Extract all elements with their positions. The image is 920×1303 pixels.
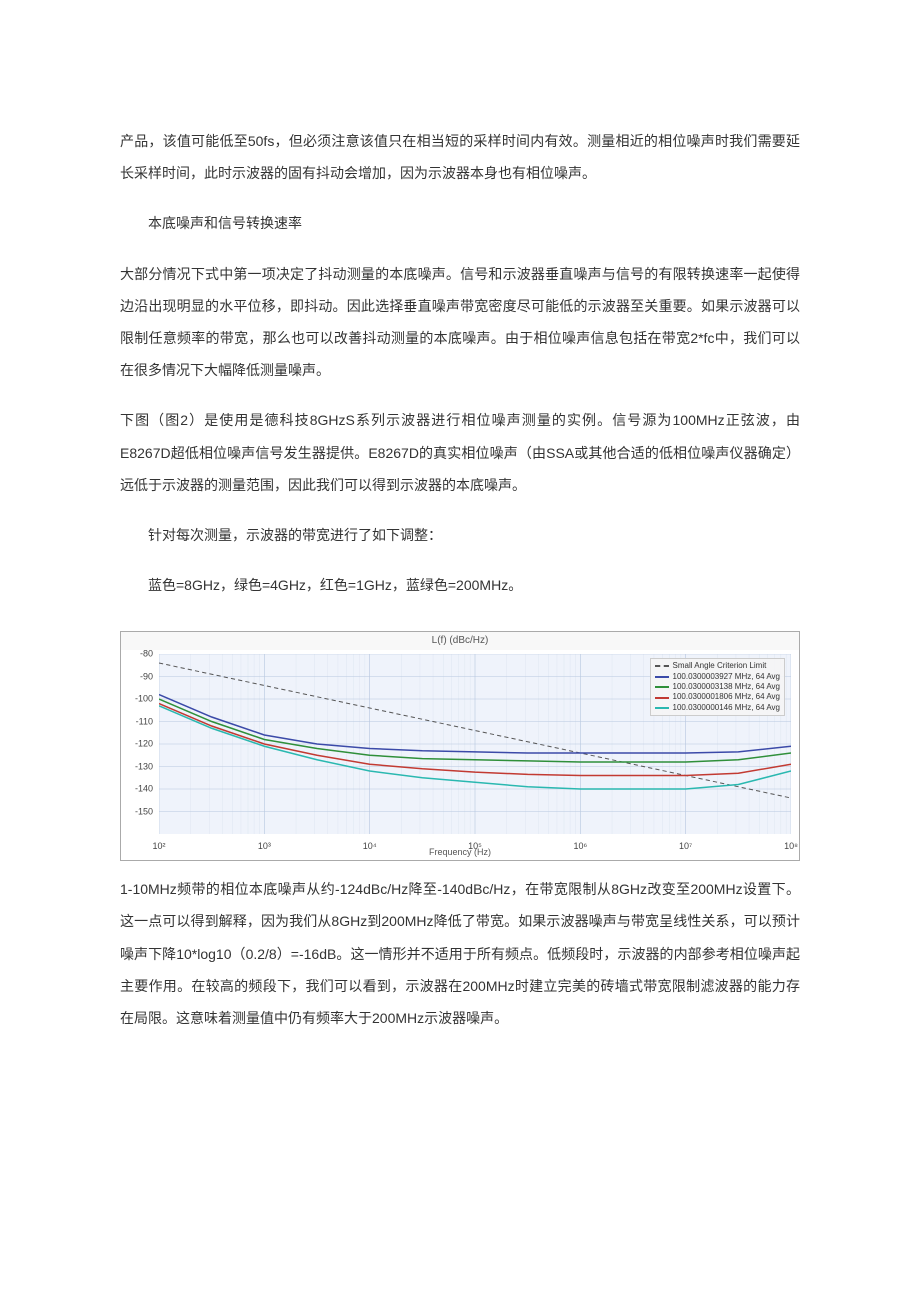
chart-plot-area: Small Angle Criterion Limit100.030000392… bbox=[159, 654, 791, 834]
paragraph-5: 针对每次测量，示波器的带宽进行了如下调整： bbox=[120, 519, 800, 551]
phase-noise-chart: L(f) (dBc/Hz) -80-90 -100-110 -120-130 -140… bbox=[120, 631, 800, 861]
y-tick-label: -150 bbox=[135, 801, 153, 822]
x-tick-label: 10⁴ bbox=[363, 836, 377, 857]
paragraph-7: 1-10MHz频带的相位本底噪声从约-124dBc/Hz降至-140dBc/Hz… bbox=[120, 873, 800, 1034]
x-tick-label: 10⁷ bbox=[679, 836, 692, 857]
legend-label: 100.0300000146 MHz, 64 Avg bbox=[673, 703, 781, 713]
chart-legend: Small Angle Criterion Limit100.030000392… bbox=[650, 658, 786, 716]
y-tick-label: -140 bbox=[135, 779, 153, 800]
legend-label: 100.0300001806 MHz, 64 Avg bbox=[673, 692, 781, 702]
paragraph-6: 蓝色=8GHz，绿色=4GHz，红色=1GHz，蓝绿色=200MHz。 bbox=[120, 569, 800, 601]
x-tick-label: 10⁸ bbox=[784, 836, 798, 857]
legend-item: 100.0300003927 MHz, 64 Avg bbox=[655, 672, 781, 682]
legend-label: 100.0300003138 MHz, 64 Avg bbox=[673, 682, 781, 692]
legend-label: 100.0300003927 MHz, 64 Avg bbox=[673, 672, 781, 682]
y-tick-label: -120 bbox=[135, 734, 153, 755]
x-tick-label: 10⁶ bbox=[573, 836, 587, 857]
chart-title: L(f) (dBc/Hz) bbox=[121, 632, 799, 650]
legend-swatch bbox=[655, 686, 669, 688]
legend-item: 100.0300003138 MHz, 64 Avg bbox=[655, 682, 781, 692]
y-tick-label: -80 bbox=[140, 644, 153, 665]
legend-item: Small Angle Criterion Limit bbox=[655, 661, 781, 671]
legend-item: 100.0300000146 MHz, 64 Avg bbox=[655, 703, 781, 713]
legend-swatch bbox=[655, 676, 669, 678]
y-tick-label: -130 bbox=[135, 756, 153, 777]
x-tick-label: 10³ bbox=[258, 836, 271, 857]
paragraph-3: 大部分情况下式中第一项决定了抖动测量的本底噪声。信号和示波器垂直噪声与信号的有限… bbox=[120, 258, 800, 387]
paragraph-4: 下图（图2）是使用是德科技8GHzS系列示波器进行相位噪声测量的实例。信号源为1… bbox=[120, 404, 800, 501]
legend-item: 100.0300001806 MHz, 64 Avg bbox=[655, 692, 781, 702]
legend-label: Small Angle Criterion Limit bbox=[673, 661, 767, 671]
y-tick-label: -90 bbox=[140, 666, 153, 687]
chart-y-axis: -80-90-100-110-120-130-140-150 bbox=[121, 654, 157, 834]
y-tick-label: -110 bbox=[136, 711, 153, 732]
legend-swatch bbox=[655, 665, 669, 667]
section-heading: 本底噪声和信号转换速率 bbox=[120, 207, 800, 239]
legend-swatch bbox=[655, 707, 669, 709]
paragraph-1: 产品，该值可能低至50fs，但必须注意该值只在相当短的采样时间内有效。测量相近的… bbox=[120, 125, 800, 189]
chart-x-title: Frequency (Hz) bbox=[429, 842, 491, 863]
x-tick-label: 10² bbox=[152, 836, 165, 857]
legend-swatch bbox=[655, 697, 669, 699]
y-tick-label: -100 bbox=[135, 689, 153, 710]
